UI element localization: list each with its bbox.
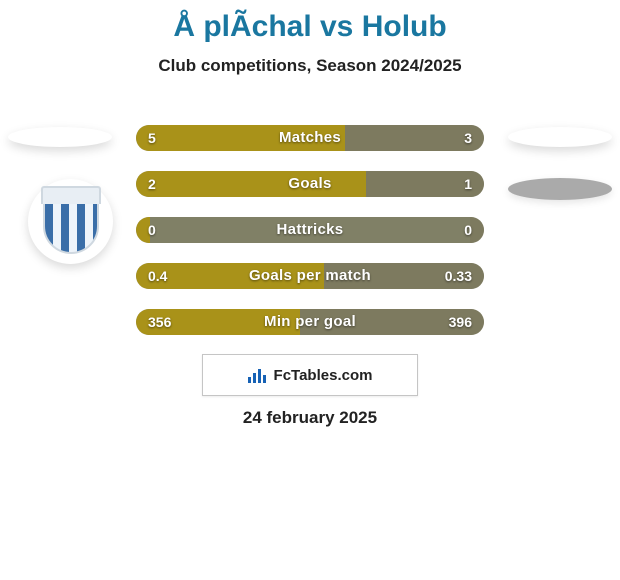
stat-label: Matches (136, 125, 484, 151)
stat-row: Hattricks0 0 (136, 217, 484, 243)
stat-value-left: 0.4 (148, 263, 167, 289)
player-left-avatar-oval (8, 127, 112, 147)
stat-value-right: 1 (464, 171, 472, 197)
stat-label: Goals (136, 171, 484, 197)
stat-value-left: 2 (148, 171, 156, 197)
stat-value-left: 0 (148, 217, 156, 243)
stats-bars: Matches5 3 Goals2 1 Hattricks0 0 Goals per mat… (136, 125, 484, 335)
stat-label: Goals per match (136, 263, 484, 289)
brand-logo-box[interactable]: FcTables.com (202, 354, 418, 396)
stat-row: Min per goal356 396 (136, 309, 484, 335)
stat-value-right: 3 (464, 125, 472, 151)
date-line: 24 february 2025 (0, 408, 620, 428)
stat-value-right: 0.33 (445, 263, 472, 289)
club-left-badge (28, 179, 113, 264)
stat-row: Goals2 1 (136, 171, 484, 197)
stat-label: Hattricks (136, 217, 484, 243)
stat-value-right: 0 (464, 217, 472, 243)
brand-logo-text: FcTables.com (274, 367, 373, 384)
player-right-avatar-oval (508, 127, 612, 147)
stat-row: Goals per match0.4 0.33 (136, 263, 484, 289)
stat-value-left: 5 (148, 125, 156, 151)
stat-row: Matches5 3 (136, 125, 484, 151)
stat-label: Min per goal (136, 309, 484, 335)
page-title: Å plÃ­chal vs Holub (0, 0, 620, 44)
comparison-card: Å plÃ­chal vs Holub Club competitions, S… (0, 0, 620, 580)
page-subtitle: Club competitions, Season 2024/2025 (0, 56, 620, 76)
brand-bars-icon (248, 367, 268, 383)
stat-value-right: 396 (449, 309, 472, 335)
stat-value-left: 356 (148, 309, 171, 335)
club-left-badge-shield (43, 190, 99, 254)
club-right-oval (508, 178, 612, 200)
